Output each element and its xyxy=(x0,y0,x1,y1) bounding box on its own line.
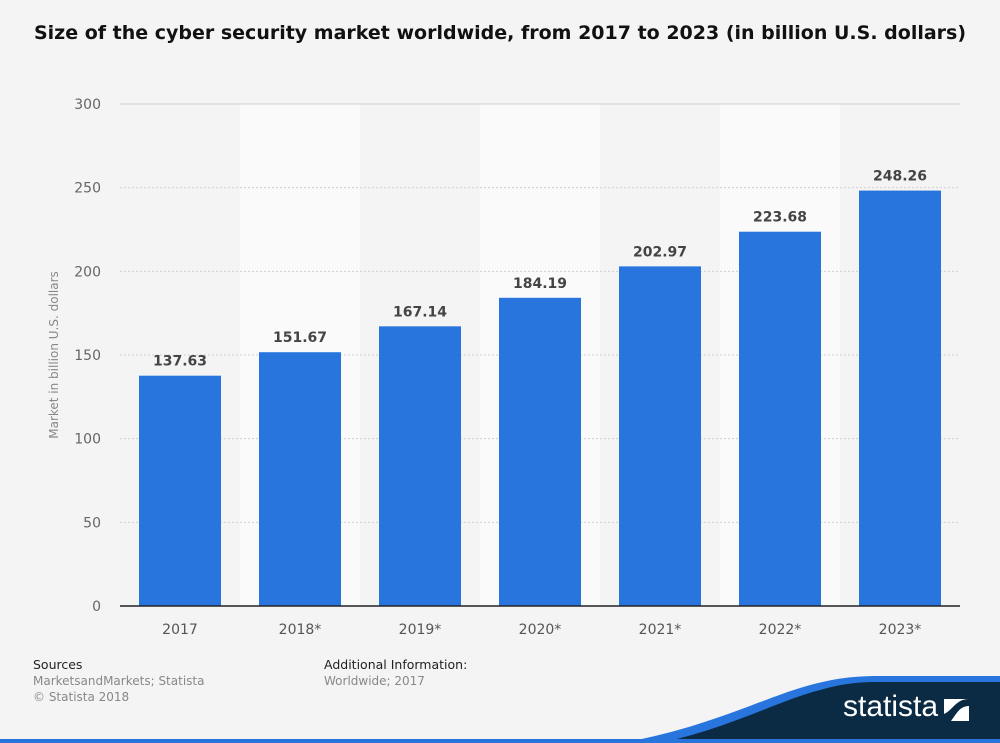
x-tick-label: 2018* xyxy=(279,622,322,638)
data-label: 223.68 xyxy=(753,210,807,226)
data-label: 202.97 xyxy=(633,244,687,260)
bar xyxy=(499,297,581,606)
data-label: 137.63 xyxy=(153,354,207,370)
bar xyxy=(139,375,221,606)
x-tick-label: 2021* xyxy=(639,622,682,638)
bar xyxy=(379,326,461,606)
sources-text[interactable]: MarketsandMarkets; Statista xyxy=(33,674,205,688)
y-tick-label: 300 xyxy=(74,97,101,113)
bar xyxy=(259,352,341,606)
data-label: 151.67 xyxy=(273,330,327,346)
additional-heading: Additional Information: xyxy=(324,657,468,672)
y-tick-label: 50 xyxy=(83,515,101,531)
y-tick-label: 150 xyxy=(74,348,101,364)
additional-info-block: Additional Information: Worldwide; 2017 xyxy=(324,657,467,689)
sources-block: Sources MarketsandMarkets; Statista © St… xyxy=(33,657,204,705)
additional-text: Worldwide; 2017 xyxy=(324,674,425,688)
x-tick-label: 2022* xyxy=(759,622,802,638)
y-tick-label: 0 xyxy=(92,599,101,615)
x-tick-label: 2020* xyxy=(519,622,562,638)
data-label: 248.26 xyxy=(873,169,927,185)
chart-title: Size of the cyber security market worldw… xyxy=(33,22,967,44)
bar xyxy=(619,266,701,606)
y-tick-label: 100 xyxy=(74,432,101,448)
bar xyxy=(859,190,941,607)
x-tick-label: 2017 xyxy=(162,622,198,638)
x-tick-label: 2019* xyxy=(399,622,442,638)
bar-chart: 0 50 100 150 200 250 300 Market in billion U.S.… xyxy=(47,97,960,638)
y-tick-label: 200 xyxy=(74,264,101,280)
x-tick-label: 2023* xyxy=(879,622,922,638)
y-tick-label: 250 xyxy=(74,181,101,197)
statista-logo[interactable]: statista xyxy=(843,690,939,723)
data-label: 167.14 xyxy=(393,304,447,320)
data-label: 184.19 xyxy=(513,276,567,292)
sources-heading: Sources xyxy=(33,657,83,672)
copyright: © Statista 2018 xyxy=(33,690,130,704)
y-axis-label: Market in billion U.S. dollars xyxy=(47,271,61,439)
statista-logo-icon xyxy=(944,699,969,721)
bar xyxy=(739,231,821,606)
